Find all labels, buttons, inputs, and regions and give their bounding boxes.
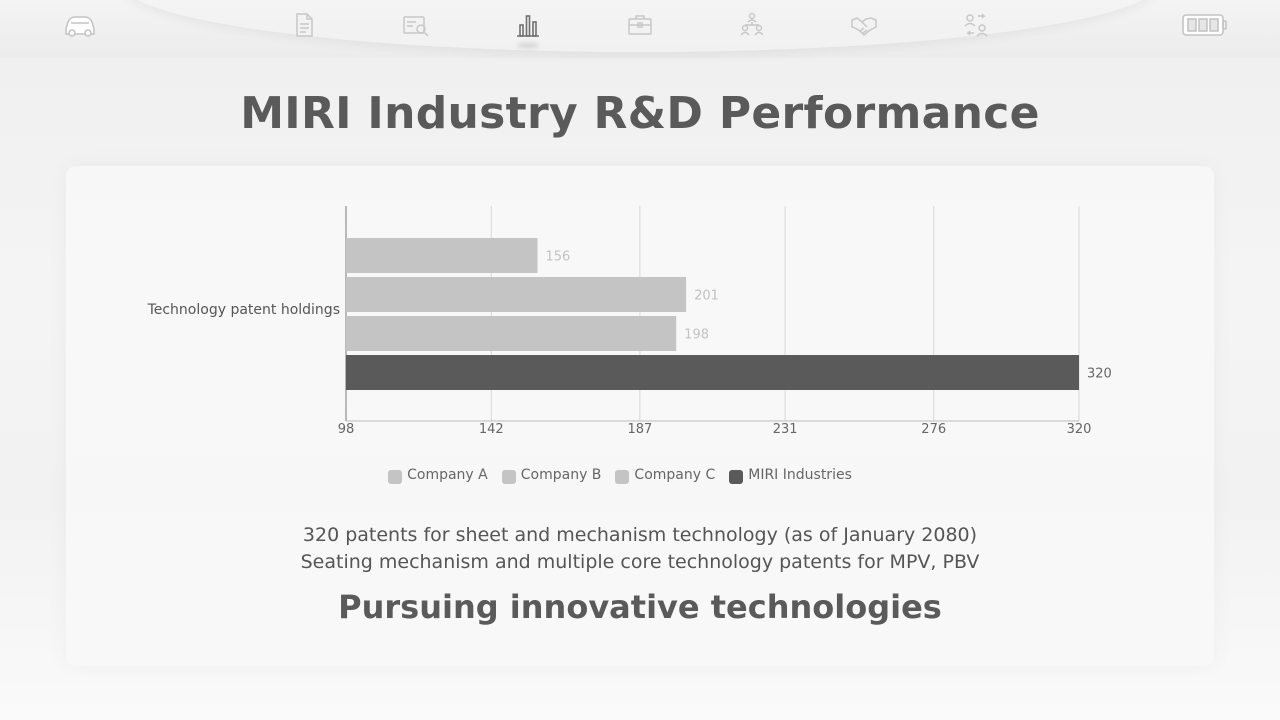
bar-miri-industries[interactable]	[346, 355, 1079, 390]
bar-value-label: 201	[694, 289, 719, 304]
car-icon[interactable]	[62, 10, 98, 40]
legend-item-company-a[interactable]: Company A	[386, 466, 490, 484]
description-line-2: Seating mechanism and multiple core tech…	[300, 551, 980, 573]
tagline: Pursuing innovative technologies	[338, 588, 942, 626]
x-tick-label: 231	[773, 422, 798, 437]
legend-label: Company A	[407, 467, 488, 483]
legend-item-miri-industries[interactable]: MIRI Industries	[727, 466, 854, 484]
legend-swatch	[388, 470, 403, 484]
legend-label: Company B	[520, 467, 602, 483]
bar-value-label: 320	[1087, 367, 1112, 382]
bar-company-c[interactable]	[346, 316, 677, 351]
description-line-1: 320 patents for sheet and mechanism tech…	[302, 524, 978, 546]
document-icon[interactable]	[289, 10, 319, 40]
organization-icon[interactable]	[737, 10, 767, 40]
bar-value-label: 156	[546, 250, 571, 265]
people-exchange-icon[interactable]	[961, 10, 991, 40]
legend-item-company-b[interactable]: Company B	[500, 466, 604, 484]
top-navigation-bar	[0, 0, 1280, 58]
bar-chart-icon[interactable]	[513, 10, 543, 40]
x-tick-label: 142	[479, 422, 504, 437]
legend-swatch	[501, 470, 516, 484]
battery-icon[interactable]	[1180, 10, 1228, 40]
report-search-icon[interactable]	[401, 10, 431, 40]
y-category-label: Technology patent holdings	[147, 302, 340, 318]
handshake-icon[interactable]	[849, 10, 879, 40]
legend-swatch	[615, 470, 630, 484]
x-tick-label: 320	[1067, 422, 1092, 437]
legend-label: MIRI Industries	[748, 467, 852, 483]
x-tick-label: 187	[627, 422, 652, 437]
bar-company-b[interactable]	[346, 277, 687, 312]
legend-swatch	[729, 470, 744, 484]
x-tick-label: 276	[921, 422, 946, 437]
legend-item-company-c[interactable]: Company C	[613, 466, 717, 484]
x-tick-label: 98	[338, 422, 355, 437]
briefcase-icon[interactable]	[625, 10, 655, 40]
page-title: MIRI Industry R&D Performance	[240, 88, 1040, 139]
legend-label: Company C	[634, 467, 716, 483]
chart-legend: Company A Company B Company C MIRI Industri…	[0, 466, 1240, 484]
bar-value-label: 198	[684, 328, 709, 343]
bar-company-a[interactable]	[346, 238, 538, 273]
bar-chart: 98 142 187 231 276 320 Technology patent holdi…	[147, 206, 1112, 437]
